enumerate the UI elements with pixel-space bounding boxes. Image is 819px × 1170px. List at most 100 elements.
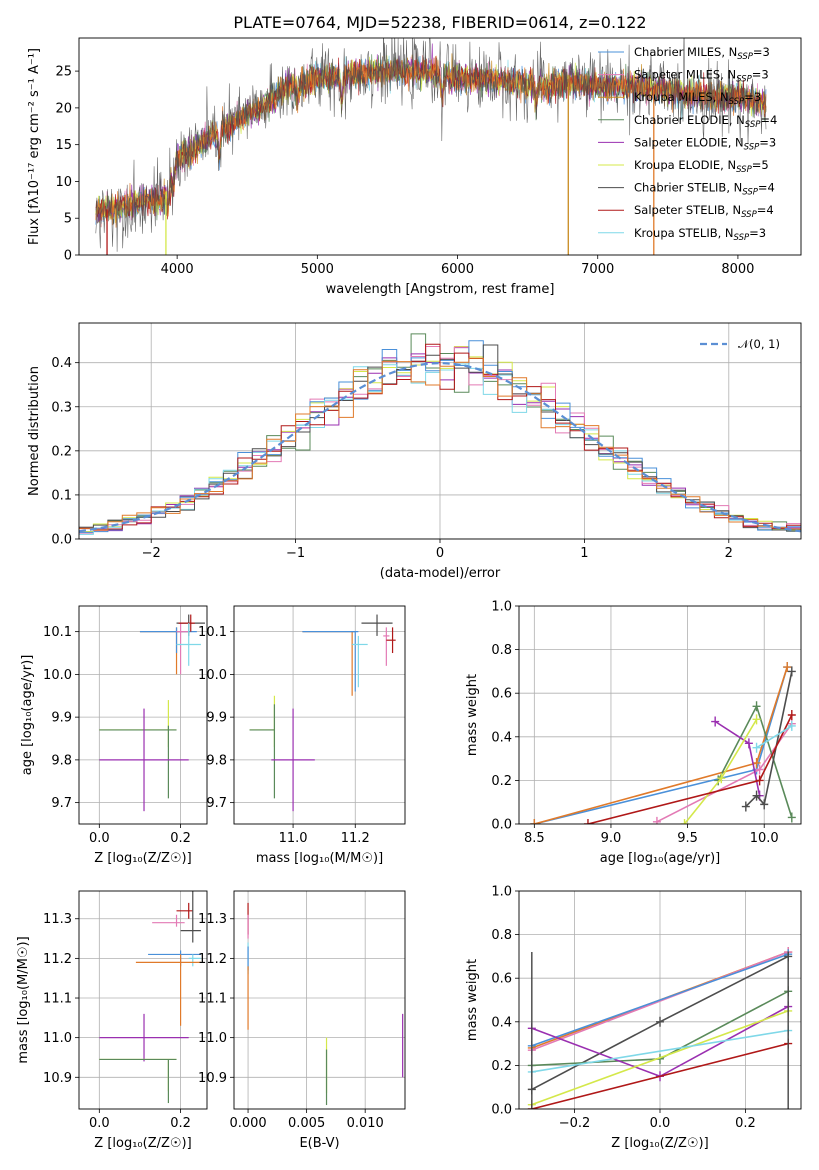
axes-frame — [518, 890, 802, 1110]
y-tick-label: 10.1 — [198, 625, 227, 640]
legend-n: , N — [718, 226, 734, 240]
weight-line — [531, 951, 789, 1051]
plus-marker — [787, 812, 796, 823]
legend-n: , N — [725, 203, 741, 217]
x-tick-label: 4000 — [161, 262, 194, 277]
panel-massweight_vs_Z: −0.2 0.0 0.2 0.0 0.2 0.4 0.6 0.8 1.0 Z [log₁₀(Z/Z… — [465, 885, 802, 1151]
plus-marker — [755, 764, 764, 775]
legend-label: Kroupa STELIB, NSSP=3 — [634, 226, 766, 243]
y-tick-label: 0.8 — [491, 643, 512, 658]
legend-n: , N — [726, 181, 742, 195]
legend-label: Salpeter STELIB, NSSP=4 — [634, 203, 774, 220]
weight-line — [531, 953, 789, 1047]
y-tick-label: 0 — [64, 249, 72, 264]
x-tick-label: 0 — [436, 546, 444, 561]
panel-spectrum: 4000 5000 6000 7000 8000 0 5 10 15 20 25 wavelength… — [27, 37, 802, 297]
x-axis-label: (data-model)/error — [380, 566, 501, 581]
axes-frame — [518, 605, 802, 825]
y-tick-label: 25 — [55, 65, 72, 80]
x-tick-label: 9.5 — [677, 831, 698, 846]
y-axis-label: mass weight — [465, 674, 480, 756]
y-axis-label: mass [log₁₀(M/M☉)] — [16, 936, 31, 1063]
plus-marker — [787, 710, 796, 720]
y-tick-label: 11.1 — [43, 992, 72, 1007]
x-tick-label: 7000 — [581, 262, 614, 277]
y-axis-label: mass weight — [465, 959, 480, 1041]
legend-n: , N — [720, 158, 736, 172]
axes-frame — [78, 322, 802, 540]
x-tick-label: −0.2 — [559, 1116, 591, 1131]
weight-line — [756, 725, 793, 749]
x-tick-label: 8.5 — [524, 831, 545, 846]
y-tick-label: 0.0 — [491, 818, 512, 833]
x-tick-label: 6000 — [441, 262, 474, 277]
legend-count: =5 — [752, 158, 769, 172]
y-tick-label: 10.1 — [43, 625, 72, 640]
legend-sub: SSP — [745, 120, 761, 130]
legend-name: Kroupa ELODIE — [634, 158, 720, 172]
legend-label: Chabrier ELODIE, NSSP=4 — [634, 113, 777, 130]
y-tick-label: 9.7 — [51, 796, 72, 811]
y-tick-label: 0.4 — [491, 1015, 512, 1030]
legend-sub: SSP — [741, 210, 757, 220]
weight-line — [531, 1010, 789, 1106]
y-tick-label: 0.1 — [51, 488, 72, 503]
x-tick-label: 0.2 — [170, 831, 191, 846]
y-tick-label: 11.0 — [43, 1031, 72, 1046]
y-tick-label: 11.3 — [198, 912, 227, 927]
y-tick-label: 0.8 — [491, 928, 512, 943]
legend-label: Kroupa MILES, NSSP=3 — [634, 90, 761, 107]
y-tick-label: 15 — [55, 138, 72, 153]
plot-area — [95, 38, 767, 255]
legend-count: =3 — [753, 45, 770, 59]
plus-marker — [787, 666, 796, 677]
legend-name: Salpeter ELODIE — [634, 135, 728, 149]
y-tick-label: 11.3 — [43, 912, 72, 927]
plus-marker — [583, 819, 592, 824]
legend-n: , N — [720, 68, 736, 82]
plus-marker — [752, 701, 761, 712]
legend-sub: SSP — [742, 188, 758, 198]
x-tick-label: 0.0 — [89, 1116, 110, 1131]
y-tick-label: 10 — [55, 175, 72, 190]
plus-marker — [787, 720, 796, 731]
y-tick-label: 11.0 — [198, 1031, 227, 1046]
plus-marker — [741, 801, 750, 812]
x-tick-label: 1 — [580, 546, 588, 561]
legend-count: =3 — [759, 135, 776, 149]
x-tick-label: 8000 — [721, 262, 754, 277]
y-tick-label: 10.0 — [198, 668, 227, 683]
y-tick-label: 0.3 — [51, 400, 72, 415]
y-tick-label: 0.0 — [51, 533, 72, 548]
y-tick-label: 0.6 — [491, 687, 512, 702]
y-tick-label: 11.1 — [198, 992, 227, 1007]
legend-label: Kroupa ELODIE, NSSP=5 — [634, 158, 769, 175]
plus-marker — [656, 1016, 664, 1027]
panel-mass_vs_EBV: 0.000 0.005 0.010 10.9 11.0 11.1 11.2 11.3 E(B-V… — [198, 890, 406, 1151]
x-tick-label: 10.0 — [750, 831, 779, 846]
y-tick-label: 0.0 — [491, 1103, 512, 1118]
plot-area — [234, 606, 405, 824]
weight-line — [531, 1042, 789, 1109]
panel-age_vs_mass: 11.0 11.2 9.7 9.8 9.9 10.0 10.1 mass [log₁₀(M/M… — [198, 605, 406, 866]
legend-count: =3 — [744, 90, 761, 104]
plus-marker — [752, 742, 761, 753]
legend-n: , N — [713, 90, 729, 104]
plot-area — [519, 891, 801, 1109]
plus-marker — [752, 757, 761, 768]
x-tick-label: 0.0 — [89, 831, 110, 846]
plus-marker — [652, 816, 661, 824]
legend-sub: SSP — [737, 52, 753, 62]
normal-curve — [79, 361, 801, 533]
axes-frame — [78, 37, 802, 256]
y-tick-label: 20 — [55, 101, 72, 116]
x-axis-label: E(B-V) — [299, 1136, 339, 1151]
y-tick-label: 1.0 — [491, 600, 512, 615]
plus-marker — [717, 773, 726, 784]
weight-line — [745, 671, 793, 808]
x-axis-label: Z [log₁₀(Z/Z☉)] — [94, 851, 191, 866]
plot-area — [79, 606, 207, 824]
plus-marker — [752, 790, 761, 801]
y-tick-label: 9.8 — [206, 753, 227, 768]
